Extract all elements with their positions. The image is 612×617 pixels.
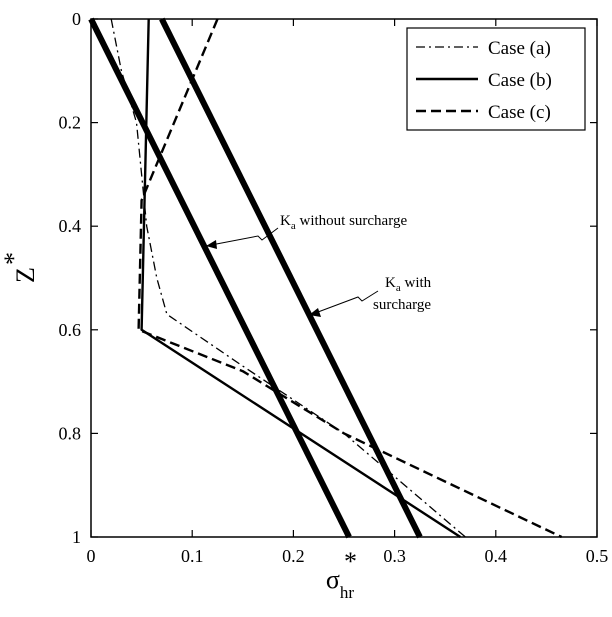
series-layer (88, 17, 563, 539)
x-axis-title-super: * (344, 547, 357, 576)
y-tick-label-5: 1 (72, 527, 81, 547)
x-tick-label-2: 0.2 (282, 546, 305, 566)
x-axis-title-main: σ (326, 565, 340, 594)
y-tick-label-0: 0 (72, 9, 81, 29)
y-axis-title-super: * (0, 252, 28, 265)
annotation-2-text: Ka with (385, 275, 432, 294)
annotation-1-arrowhead (206, 240, 217, 249)
x-axis-title-sub: hr (340, 583, 355, 602)
annotation-1-leader (205, 227, 279, 247)
y-axis-title-main: Z (11, 267, 40, 283)
x-tick-label-5: 0.5 (586, 546, 609, 566)
annotation-ka-without-surcharge: Ka without surcharge (205, 213, 407, 249)
annotation-1-main: K (280, 213, 291, 229)
x-tick-label-3: 0.3 (383, 546, 406, 566)
x-tick-label-0: 0 (87, 546, 96, 566)
annotation-ka-with-surcharge: Ka with surcharge (309, 275, 432, 317)
annotation-2-line2: surcharge (373, 297, 431, 313)
y-tick-label-2: 0.4 (59, 216, 82, 236)
series-line-case-b (140, 18, 462, 539)
series-line-ka-4 (159, 17, 423, 539)
legend-label-case-b: Case (b) (488, 70, 552, 91)
annotation-1-sub: a (291, 220, 296, 232)
annotation-1-text: Ka without surcharge (280, 213, 407, 232)
annotation-2-arrowhead (309, 308, 321, 317)
x-tick-label-1: 0.1 (181, 546, 204, 566)
annotation-1-rest: without surcharge (296, 213, 408, 229)
plot-frame (90, 18, 598, 538)
legend-label-case-a: Case (a) (488, 38, 551, 59)
legend: Case (a) Case (b) Case (c) (406, 27, 586, 131)
y-tick-label-3: 0.6 (59, 320, 82, 340)
x-axis-title: σhr (326, 565, 355, 602)
annotation-2-sub: a (396, 282, 401, 294)
legend-label-case-c: Case (c) (488, 102, 551, 123)
y-tick-label-4: 0.8 (59, 423, 82, 443)
annotation-2-main: K (385, 275, 396, 291)
annotation-2-leader (309, 290, 379, 316)
series-line-ka-3 (88, 17, 352, 539)
x-tick-label-4: 0.4 (485, 546, 508, 566)
ticks-layer: 0 0.1 0.2 0.3 0.4 0.5 0 0.2 0.4 0.6 0.8 1 (59, 9, 609, 566)
series-line-case-c (137, 18, 563, 539)
y-tick-label-1: 0.2 (59, 113, 82, 133)
y-axis-title: Z * (0, 252, 40, 283)
annotation-2-rest: with (401, 275, 432, 291)
